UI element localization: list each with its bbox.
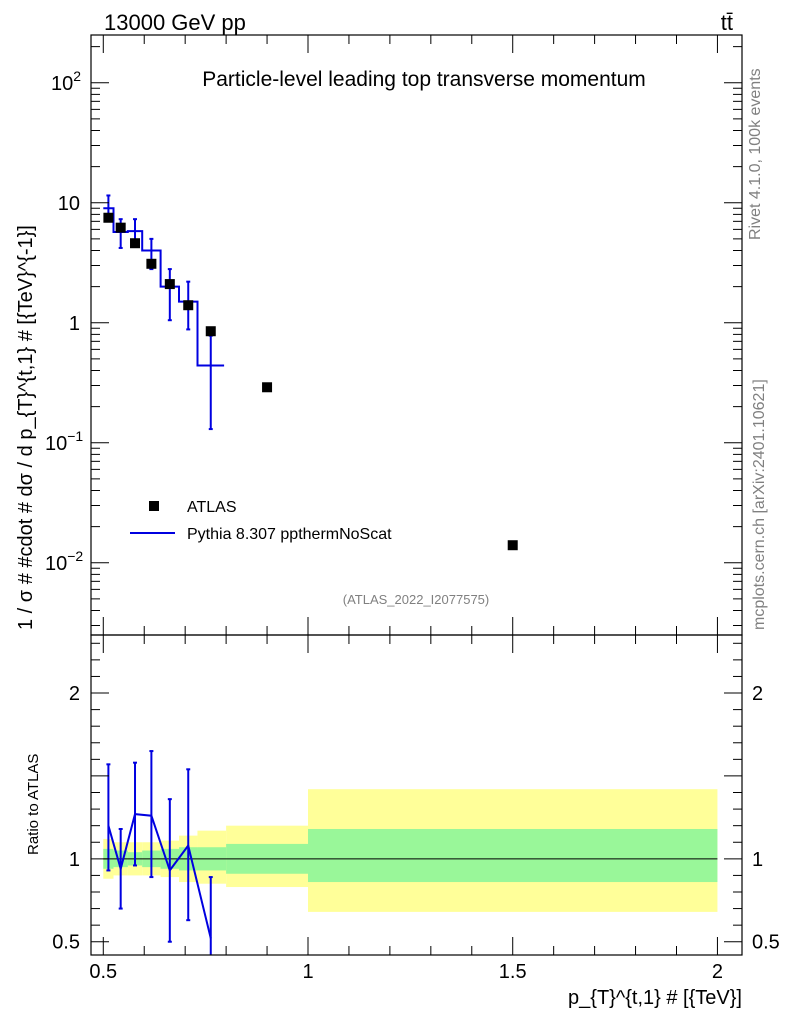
legend-atlas-marker <box>149 501 159 511</box>
ratio-y-axis-label: Ratio to ATLAS <box>25 754 42 855</box>
x-tick-label: 2 <box>712 961 723 983</box>
ratio-axes: 0.5 1 1.5 2 0.5 0.5 1 1 2 2 <box>52 635 780 983</box>
ratio-y-tick-label-left: 0.5 <box>52 932 80 954</box>
atlas-data-point <box>146 258 157 269</box>
y-tick-label: 10 <box>58 193 80 215</box>
y-tick-label: 10−2 <box>45 548 83 575</box>
ratio-y-tick-label-left: 1 <box>69 849 80 871</box>
x-axis-label: p_{T}^{t,1} # [{TeV}] <box>568 987 742 1009</box>
atlas-data-point <box>164 279 175 290</box>
main-plot-frame <box>90 34 743 636</box>
legend-atlas-label: ATLAS <box>187 499 237 516</box>
ratio-line <box>107 813 212 939</box>
atlas-data-point <box>115 222 126 233</box>
ratio-y-tick-label-left: 2 <box>69 683 80 705</box>
plot-title: Particle-level leading top transverse mo… <box>202 68 646 91</box>
ratio-plot-content <box>103 750 718 955</box>
energy-label: 13000 GeV pp <box>104 10 246 35</box>
analysis-watermark: (ATLAS_2022_I2077575) <box>343 592 489 607</box>
atlas-data-point <box>262 382 273 393</box>
y-tick-label: 102 <box>51 68 81 95</box>
main-plot-panel: 10−2 10−1 1 10 102 Particle-level leading to… <box>15 34 743 636</box>
ratio-plot-panel: 0.5 1 1.5 2 0.5 0.5 1 1 2 2 Ratio to ATLAS p_{T}^… <box>25 634 780 1009</box>
y-tick-label: 1 <box>69 313 80 335</box>
legend: ATLAS Pythia 8.307 ppthermNoScat <box>130 499 392 543</box>
ratio-y-tick-label-right: 0.5 <box>752 932 780 954</box>
process-label: tt̄ <box>721 10 733 35</box>
ratio-y-tick-label-right: 1 <box>752 849 763 871</box>
main-axes: 10−2 10−1 1 10 102 <box>45 35 742 635</box>
atlas-data-point <box>103 212 114 223</box>
atlas-data-point <box>183 300 194 311</box>
ratio-plot-frame <box>90 634 743 956</box>
main-y-axis-label: 1 / σ # #cdot # dσ / d p_{T}^{t,1} # [{T… <box>15 225 37 630</box>
atlas-data-point <box>507 540 518 551</box>
x-tick-label: 0.5 <box>89 961 117 983</box>
uncertainty-band-inner <box>308 828 718 883</box>
main-plot-content <box>103 194 518 551</box>
x-tick-label: 1.5 <box>499 961 527 983</box>
legend-pythia-label: Pythia 8.307 ppthermNoScat <box>187 526 392 543</box>
x-tick-label: 1 <box>302 961 313 983</box>
source-label: mcplots.cern.ch [arXiv:2401.10621] <box>751 379 768 630</box>
y-tick-label: 10−1 <box>45 428 83 455</box>
rivet-label: Rivet 4.1.0, 100k events <box>747 68 764 240</box>
ratio-y-tick-label-right: 2 <box>752 683 763 705</box>
atlas-data-point <box>130 238 141 249</box>
atlas-data-point <box>205 326 216 337</box>
